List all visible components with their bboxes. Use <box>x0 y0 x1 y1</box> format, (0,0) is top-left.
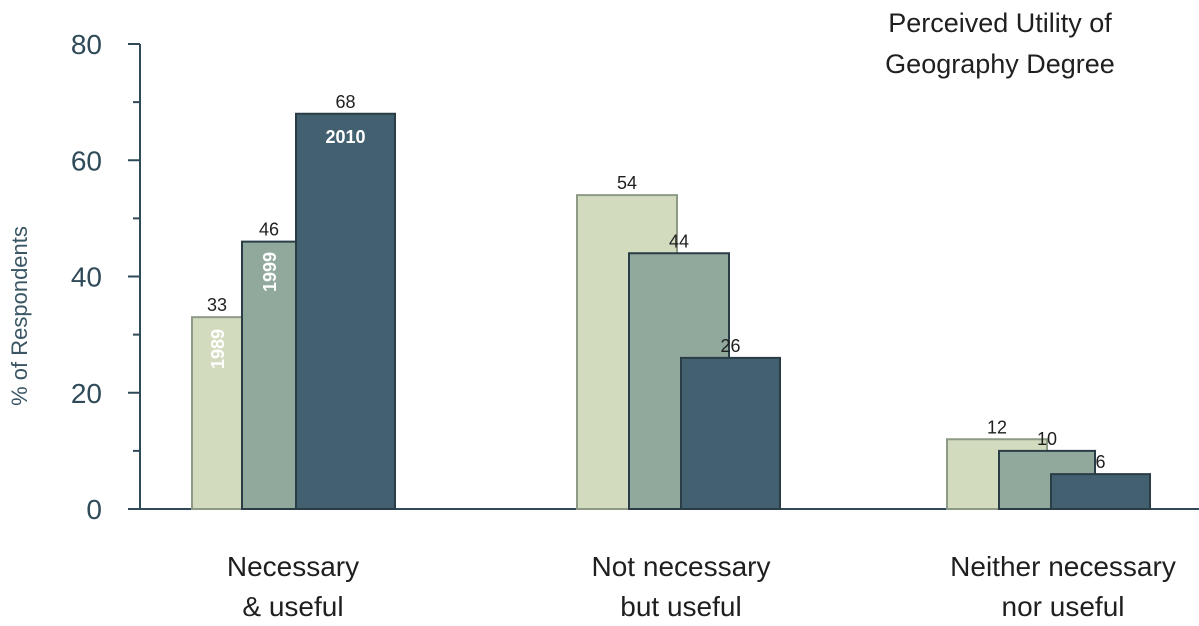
data-label-1999-cat3: 10 <box>1037 429 1057 449</box>
y-tick-label: 20 <box>71 378 102 409</box>
y-tick-label: 60 <box>71 145 102 176</box>
data-label-2010-cat2: 26 <box>720 336 740 356</box>
data-labels: 33 46 68 54 44 26 12 10 6 1989 1999 2010 <box>207 92 1106 472</box>
category-labels: Necessary & useful Not necessary but useful… <box>227 551 1176 622</box>
series-label-2010: 2010 <box>325 127 365 147</box>
data-label-1989-cat2: 54 <box>617 173 637 193</box>
bar-2010-cat2 <box>680 356 781 510</box>
category-label-3-line-1: Neither necessary <box>950 551 1176 582</box>
bar-1989-cat1 <box>191 316 243 510</box>
series-label-1999: 1999 <box>260 252 280 292</box>
data-label-1989-cat1: 33 <box>207 295 227 315</box>
y-tick-label: 0 <box>86 494 102 525</box>
category-label-2-line-2: but useful <box>620 591 741 622</box>
series-label-1989: 1989 <box>208 329 228 369</box>
chart-title: Perceived Utility of Geography Degree <box>885 8 1115 79</box>
bar-2010-cat1 <box>295 112 396 510</box>
data-label-2010-cat3: 6 <box>1095 452 1105 472</box>
chart-title-line-1: Perceived Utility of <box>888 8 1112 38</box>
category-label-2-line-1: Not necessary <box>592 551 771 582</box>
category-label-3-line-2: nor useful <box>1002 591 1125 622</box>
chart-title-line-2: Geography Degree <box>885 49 1115 79</box>
y-axis-label: % of Respondents <box>7 226 32 406</box>
y-tick-label: 40 <box>71 262 102 293</box>
data-label-2010-cat1: 68 <box>335 92 355 112</box>
category-label-1-line-1: Necessary <box>227 551 359 582</box>
bar-2010-cat3 <box>1050 473 1151 510</box>
y-tick-label: 80 <box>71 29 102 60</box>
y-axis-label-group: % of Respondents <box>7 226 32 406</box>
data-label-1999-cat2: 44 <box>669 231 689 251</box>
category-label-1-line-2: & useful <box>242 591 343 622</box>
data-label-1999-cat1: 46 <box>259 220 279 240</box>
data-label-1989-cat3: 12 <box>987 417 1007 437</box>
bars <box>191 112 1151 510</box>
